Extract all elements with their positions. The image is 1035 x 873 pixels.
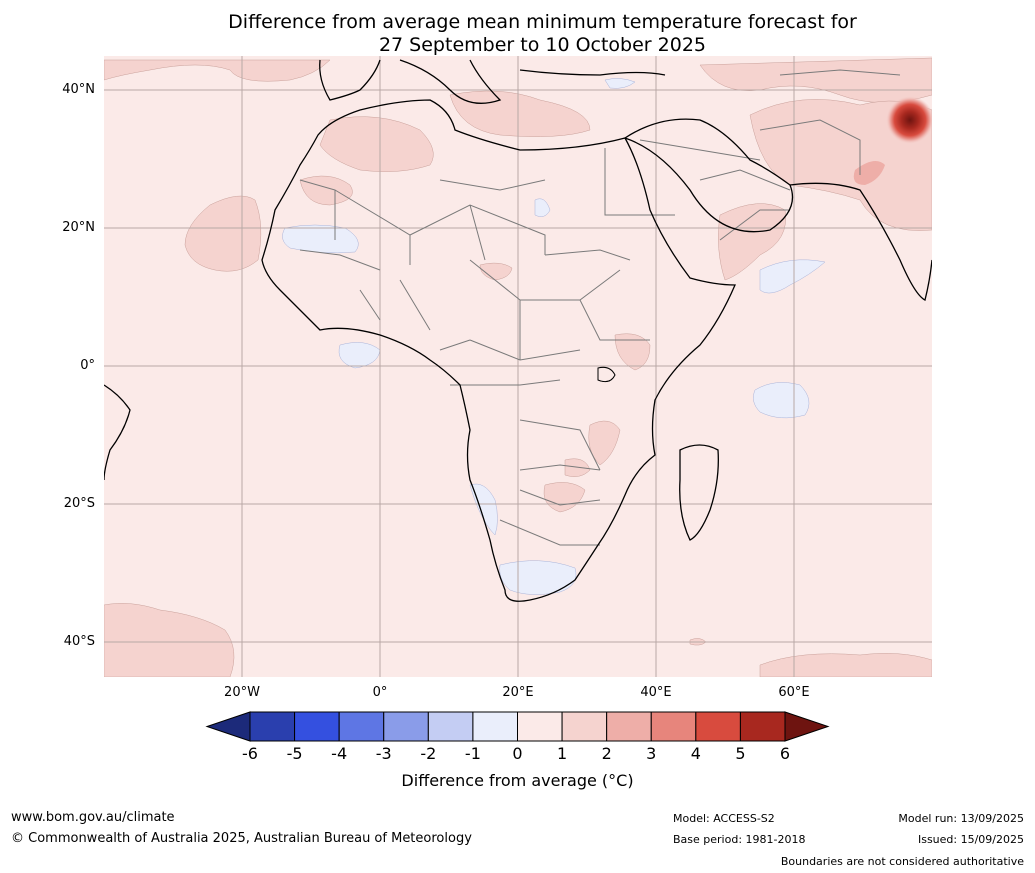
colorbar-bin bbox=[338, 711, 385, 742]
lon-label-60e: 60°E bbox=[778, 685, 810, 700]
colorbar-bin bbox=[472, 711, 518, 742]
lake-victoria bbox=[597, 366, 616, 383]
colorbar-tick-label: -4 bbox=[331, 744, 348, 763]
colorbar-tick-label: 4 bbox=[690, 744, 701, 763]
colorbar-extend-low bbox=[205, 711, 251, 742]
lat-label-20n: 20°N bbox=[62, 220, 95, 235]
colorbar-label: Difference from average (°C) bbox=[401, 771, 634, 790]
colorbar-tick-label: 5 bbox=[735, 744, 746, 763]
lat-label-40s: 40°S bbox=[63, 634, 95, 649]
country-borders bbox=[299, 69, 901, 546]
colorbar-bin bbox=[383, 711, 429, 742]
colorbar-bin bbox=[249, 711, 296, 742]
colorbar-tick-label: 0 bbox=[512, 744, 523, 763]
footer-disclaimer: Boundaries are not considered authoritat… bbox=[780, 855, 1024, 868]
colorbar-bin bbox=[695, 711, 741, 742]
colorbar-bin bbox=[294, 711, 340, 742]
graticule bbox=[104, 56, 932, 677]
colorbar-tick-label: -5 bbox=[286, 744, 303, 763]
footer-url[interactable]: www.bom.gov.au/climate bbox=[11, 810, 175, 825]
colorbar-tick-label: 2 bbox=[601, 744, 612, 763]
lon-label-0: 0° bbox=[372, 685, 388, 700]
colorbar-tick-label: 3 bbox=[646, 744, 657, 763]
footer-issued: Issued: 15/09/2025 bbox=[917, 833, 1024, 846]
colorbar-bin bbox=[561, 711, 608, 742]
colorbar-tick-label: -1 bbox=[464, 744, 481, 763]
footer-model-run: Model run: 13/09/2025 bbox=[898, 812, 1024, 825]
lat-label-40n: 40°N bbox=[62, 82, 95, 97]
lat-label-20s: 20°S bbox=[63, 496, 95, 511]
map-title-line1: Difference from average mean minimum tem… bbox=[228, 11, 857, 33]
colorbar-bin bbox=[739, 711, 786, 742]
colorbar-bin bbox=[517, 711, 563, 742]
lon-label-20e: 20°E bbox=[502, 685, 534, 700]
colorbar-extend-high bbox=[784, 711, 830, 742]
footer-copyright: © Commonwealth of Australia 2025, Austra… bbox=[11, 831, 472, 846]
colorbar-bin bbox=[606, 711, 652, 742]
colorbar-bin bbox=[650, 711, 697, 742]
map-area bbox=[104, 56, 932, 677]
colorbar-tick-label: -3 bbox=[375, 744, 392, 763]
colorbar-tick-label: 6 bbox=[779, 744, 791, 763]
colorbar-tick-label: 1 bbox=[556, 744, 568, 763]
footer-model: Model: ACCESS-S2 bbox=[673, 812, 775, 825]
colorbar-tick-label: -2 bbox=[420, 744, 437, 763]
lon-label-20w: 20°W bbox=[224, 685, 260, 700]
map-title-line2: 27 September to 10 October 2025 bbox=[378, 34, 707, 56]
lat-label-0: 0° bbox=[80, 358, 95, 373]
colorbar-tick-label: -6 bbox=[242, 744, 258, 763]
colorbar-bin bbox=[427, 711, 474, 742]
footer-base-period: Base period: 1981-2018 bbox=[673, 833, 806, 846]
anomaly-hotspot bbox=[886, 96, 932, 144]
lon-label-40e: 40°E bbox=[640, 685, 672, 700]
anomaly-warm-2-3 bbox=[853, 161, 885, 185]
coastlines bbox=[104, 59, 932, 602]
